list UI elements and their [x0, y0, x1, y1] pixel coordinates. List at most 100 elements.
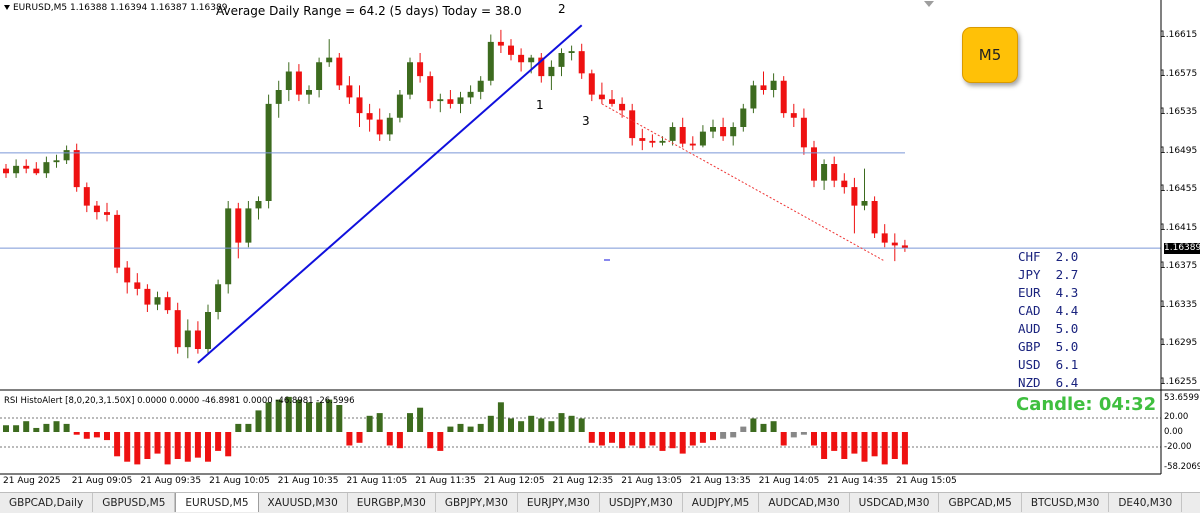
histogram-bar	[316, 402, 323, 432]
indicator-axis-label: -58.2069	[1164, 462, 1200, 472]
candle-body	[275, 90, 282, 104]
histogram-bar	[497, 402, 504, 432]
price-axis-label: 1.16495	[1160, 145, 1198, 156]
histogram-bar	[639, 432, 646, 449]
symbol-menu-caret-icon[interactable]	[4, 5, 10, 10]
candle-body	[124, 267, 131, 283]
histogram-bar	[659, 432, 666, 451]
time-axis-label: 21 Aug 10:05	[209, 476, 270, 486]
candle-body	[669, 127, 676, 141]
candle-body	[629, 110, 636, 139]
chart-tab[interactable]: GBPCAD,M5	[939, 493, 1022, 512]
chart-tab[interactable]: EURUSD,M5	[175, 493, 259, 512]
candle-body	[588, 73, 595, 95]
price-axis-label: 1.16295	[1160, 338, 1198, 348]
candle-body	[518, 54, 525, 63]
price-axis-label: 1.16415	[1160, 222, 1198, 233]
histogram-bar	[629, 432, 636, 446]
indicator-title: RSI HistoAlert [8,0,20,3,1.50X] 0.0000 0…	[4, 396, 355, 406]
histogram-bar	[699, 432, 706, 443]
candle-body	[851, 187, 858, 206]
chart-tab[interactable]: USDCAD,M30	[850, 493, 940, 512]
histogram-bar	[356, 432, 363, 443]
time-axis-label: 21 Aug 14:05	[758, 476, 820, 486]
time-axis-label: 21 Aug 12:05	[483, 476, 545, 486]
strength-row: AUD 5.0	[1018, 321, 1079, 336]
histogram-bar	[821, 432, 828, 459]
histogram-bar	[174, 432, 181, 459]
histogram-bar	[861, 432, 868, 462]
histogram-bar	[326, 399, 333, 432]
candle-body	[831, 164, 838, 181]
candle-body	[699, 131, 706, 146]
candle-body	[790, 113, 797, 118]
chart-tab[interactable]: GBPJPY,M30	[436, 493, 518, 512]
histogram-bar	[235, 423, 242, 432]
candle-body	[558, 53, 565, 67]
strength-row: JPY 2.7	[1018, 267, 1079, 282]
candle-body	[53, 160, 60, 163]
chart-tab[interactable]: BTCUSD,M30	[1022, 493, 1110, 512]
chart-tab[interactable]: DE40,M30	[1109, 493, 1183, 512]
histogram-bar	[679, 432, 686, 454]
histogram-bar	[790, 432, 797, 438]
histogram-bar	[205, 432, 211, 462]
candle-body	[407, 62, 413, 95]
candle-body	[396, 94, 403, 118]
histogram-bar	[467, 426, 474, 432]
histogram-bar	[518, 421, 525, 432]
chart-tab[interactable]: EURGBP,M30	[348, 493, 436, 512]
candle-body	[194, 330, 201, 349]
candle-body	[306, 90, 312, 95]
candle-body	[144, 288, 151, 305]
candle-body	[740, 108, 747, 127]
chart-tab[interactable]: GBPUSD,M5	[93, 493, 176, 512]
histogram-bar	[588, 432, 595, 443]
histogram-bar	[598, 432, 605, 446]
wave-label-1: 1	[536, 98, 544, 112]
histogram-bar	[800, 432, 807, 435]
histogram-bar	[548, 421, 555, 432]
histogram-bar	[609, 432, 615, 443]
candle-body	[326, 57, 333, 63]
time-axis-label: 21 Aug 13:05	[621, 476, 682, 486]
chart-canvas[interactable]	[0, 0, 1200, 492]
candle-body	[730, 127, 737, 137]
histogram-bar	[750, 418, 757, 432]
chart-tab[interactable]: XAUUSD,M30	[259, 493, 348, 512]
candle-body	[245, 208, 252, 243]
candle-body	[285, 71, 292, 90]
histogram-bar	[23, 421, 30, 432]
histogram-layer	[0, 396, 1161, 465]
candle-body	[750, 85, 757, 109]
chart-tab[interactable]: USDJPY,M30	[600, 493, 683, 512]
chart-tab[interactable]: GBPCAD,Daily	[0, 493, 94, 512]
chart-shift-marker-icon[interactable]	[924, 1, 934, 7]
histogram-bar	[255, 410, 262, 432]
candle-body	[598, 94, 605, 100]
strength-row: NZD 6.4	[1018, 375, 1079, 390]
histogram-bar	[881, 432, 888, 465]
candle-body	[346, 85, 353, 98]
time-axis-label: 21 Aug 14:35	[827, 476, 889, 486]
histogram-bar	[447, 426, 454, 432]
chart-tab[interactable]: EURJPY,M30	[518, 493, 600, 512]
histogram-bar	[134, 432, 141, 465]
candle-body	[508, 45, 514, 55]
chart-tab[interactable]: AUDCAD,M30	[759, 493, 850, 512]
strength-row: EUR 4.3	[1018, 285, 1079, 300]
price-axis-label: 1.16455	[1160, 184, 1198, 194]
indicator-axis-label: 20.00	[1164, 412, 1189, 422]
indicator-axis-label: -20.00	[1164, 442, 1192, 452]
currency-strength-panel: CHF 2.0 JPY 2.7 EUR 4.3 CAD 4.4 AUD 5.0 …	[1018, 248, 1078, 392]
candle-body	[841, 180, 848, 188]
histogram-bar	[154, 432, 161, 454]
chart-tab[interactable]: AUDJPY,M5	[683, 493, 760, 512]
candle-body	[386, 117, 393, 135]
candle-body	[538, 57, 545, 77]
histogram-bar	[578, 418, 585, 432]
time-axis-label: 21 Aug 10:35	[277, 476, 339, 486]
candle-body	[13, 165, 20, 174]
time-axis-label: 21 Aug 09:35	[140, 476, 202, 486]
histogram-bar	[225, 432, 232, 457]
